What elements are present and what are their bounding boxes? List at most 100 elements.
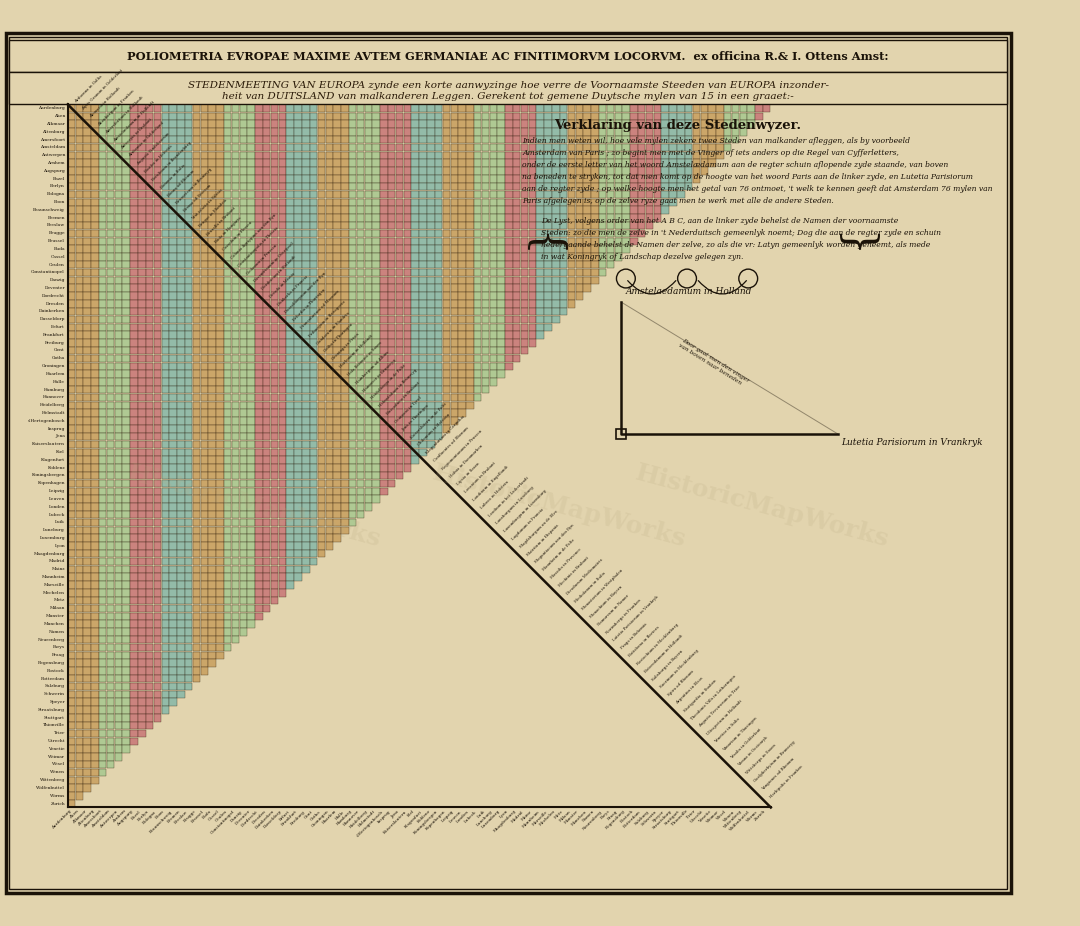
Bar	[552, 261, 559, 269]
Bar	[271, 253, 279, 260]
Bar	[341, 402, 349, 409]
Bar	[153, 269, 161, 276]
Bar	[419, 206, 427, 214]
Bar	[325, 168, 333, 175]
Bar	[380, 183, 388, 191]
Bar	[349, 503, 356, 510]
Bar	[334, 488, 341, 495]
Bar	[153, 394, 161, 401]
Bar	[247, 527, 255, 534]
Bar	[419, 245, 427, 253]
Bar	[114, 573, 122, 581]
Bar	[153, 245, 161, 253]
Bar	[122, 495, 130, 503]
Bar	[279, 308, 286, 316]
Bar	[474, 323, 482, 331]
Bar	[505, 316, 513, 323]
Bar	[91, 323, 98, 331]
Bar	[286, 332, 294, 339]
Bar	[302, 152, 310, 159]
Bar	[224, 402, 231, 409]
Bar	[224, 644, 231, 651]
Bar	[91, 566, 98, 573]
Bar	[68, 737, 76, 745]
Bar	[68, 425, 76, 432]
Bar	[396, 159, 403, 167]
Bar	[170, 659, 177, 667]
Bar	[388, 425, 395, 432]
Bar	[232, 636, 240, 644]
Bar	[419, 222, 427, 230]
Bar	[286, 128, 294, 136]
Bar	[576, 120, 583, 128]
Bar	[349, 488, 356, 495]
Bar	[107, 722, 114, 730]
Bar	[232, 613, 240, 620]
Bar	[356, 222, 364, 230]
Bar	[76, 332, 83, 339]
Bar	[349, 339, 356, 346]
Bar	[591, 191, 598, 198]
Bar	[131, 425, 137, 432]
Bar	[122, 120, 130, 128]
Bar	[528, 339, 536, 346]
Bar	[192, 152, 200, 159]
Bar	[138, 557, 146, 565]
Bar	[380, 432, 388, 441]
Bar	[185, 589, 192, 596]
Bar	[482, 355, 489, 362]
Bar	[185, 620, 192, 628]
Bar	[255, 293, 262, 300]
Bar	[482, 253, 489, 260]
Bar	[114, 675, 122, 682]
Bar	[99, 566, 107, 573]
Bar	[107, 573, 114, 581]
Bar	[365, 269, 372, 276]
Text: Heidelberg: Heidelberg	[40, 403, 65, 407]
Bar	[91, 144, 98, 151]
Bar	[264, 183, 270, 191]
Bar	[122, 527, 130, 534]
Bar	[192, 198, 200, 206]
Bar	[474, 332, 482, 339]
Bar	[68, 293, 76, 300]
Bar	[286, 206, 294, 214]
Bar	[404, 332, 411, 339]
Bar	[427, 269, 434, 276]
Bar	[216, 253, 224, 260]
Bar	[162, 113, 168, 120]
Bar	[701, 144, 707, 151]
Bar	[505, 144, 513, 151]
Bar	[138, 511, 146, 519]
Text: Worms: Worms	[50, 794, 65, 797]
Bar	[122, 597, 130, 605]
Bar	[91, 191, 98, 198]
Bar	[224, 605, 231, 612]
Bar	[247, 269, 255, 276]
Bar	[91, 152, 98, 159]
Bar	[467, 347, 474, 355]
Bar	[138, 464, 146, 471]
Bar	[467, 355, 474, 362]
Bar	[76, 698, 83, 706]
Bar	[153, 105, 161, 112]
Bar	[302, 198, 310, 206]
Bar	[83, 113, 91, 120]
Bar	[185, 370, 192, 378]
Bar	[83, 308, 91, 316]
Bar	[498, 222, 504, 230]
Bar	[646, 183, 653, 191]
Bar	[170, 636, 177, 644]
Bar	[443, 230, 450, 237]
Bar	[146, 339, 153, 346]
Bar	[559, 214, 567, 221]
Bar	[99, 261, 107, 269]
Bar	[131, 323, 137, 331]
Bar	[419, 253, 427, 260]
Bar	[83, 503, 91, 510]
Bar	[365, 363, 372, 370]
Bar	[528, 168, 536, 175]
Bar	[99, 636, 107, 644]
Bar	[83, 557, 91, 565]
Bar	[310, 120, 318, 128]
